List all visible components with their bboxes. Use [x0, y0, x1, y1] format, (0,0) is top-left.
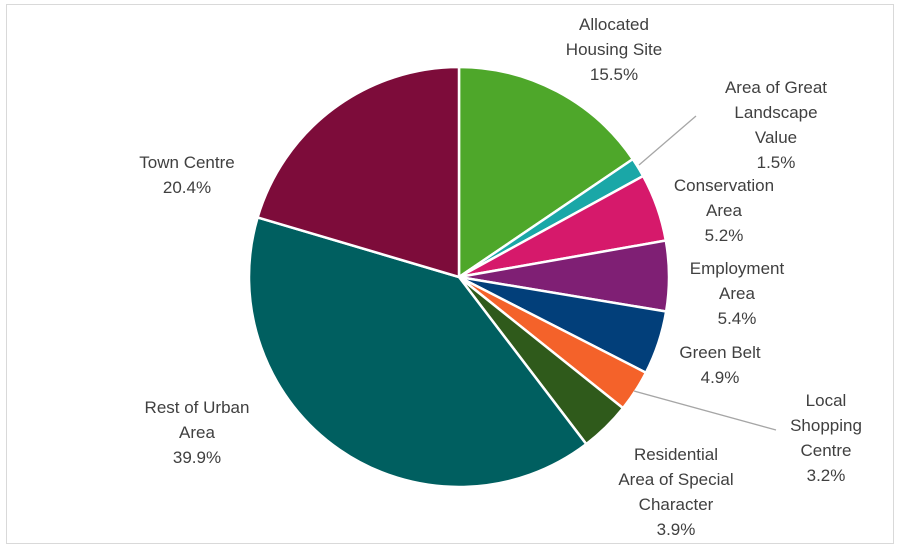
data-label-town-centre: Town Centre 20.4% — [139, 153, 234, 197]
data-label-residential-area-of-special-character: Residential Area of Special Character 3.9% — [618, 445, 733, 539]
data-label-allocated-housing-site: Allocated Housing Site 15.5% — [566, 15, 662, 84]
pie-slice-rest-of-urban-area — [247, 216, 588, 489]
leader-line-area-of-great-landscape-value — [638, 115, 697, 166]
data-label-local-shopping-centre: Local Shopping Centre 3.2% — [790, 391, 862, 485]
pie-slice-allocated-housing-site — [457, 65, 635, 279]
leader-line-local-shopping-centre — [633, 390, 777, 431]
data-label-rest-of-urban-area: Rest of Urban Area 39.9% — [145, 398, 250, 467]
data-label-employment-area: Employment Area 5.4% — [690, 259, 785, 328]
data-label-area-of-great-landscape-value: Area of Great Landscape Value 1.5% — [725, 78, 827, 172]
data-label-conservation-area: Conservation Area 5.2% — [674, 176, 774, 245]
pie-slice-town-centre — [256, 65, 461, 279]
data-label-green-belt: Green Belt 4.9% — [679, 343, 761, 387]
